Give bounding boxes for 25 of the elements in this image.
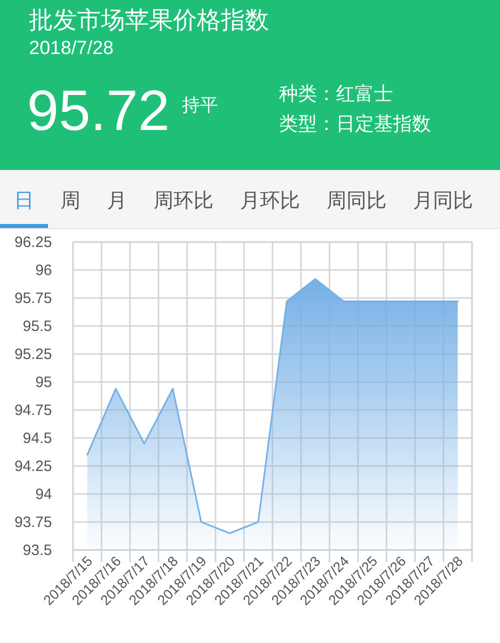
title: 批发市场苹果价格指数 — [29, 7, 269, 34]
tab-label: 月同比 — [413, 190, 473, 212]
ytick: 95.5 — [22, 318, 52, 335]
tab-label: 周 — [60, 190, 80, 212]
subtitle: 2018/7/28 — [29, 38, 114, 59]
ytick: 94.75 — [14, 402, 52, 419]
annotation: 类型：日定基指数 — [279, 114, 431, 135]
ytick: 94 — [35, 486, 52, 503]
annotation: 种类：红富士 — [279, 84, 393, 105]
tab-label: 周环比 — [154, 190, 214, 212]
ytick: 93.75 — [14, 514, 52, 531]
annotation: 持平 — [182, 95, 218, 115]
tab-label: 月 — [107, 190, 127, 212]
ytick: 96 — [35, 262, 52, 279]
ytick: 93.5 — [22, 542, 52, 559]
ytick: 94.5 — [22, 430, 52, 447]
ytick: 94.25 — [14, 458, 52, 475]
tab-label: 月环比 — [240, 190, 300, 212]
annotation: 95.72 — [27, 79, 170, 143]
ytick: 95.25 — [14, 346, 52, 363]
tab-label: 周同比 — [326, 190, 386, 212]
tab-label: 日 — [14, 190, 34, 212]
ytick: 96.25 — [14, 234, 52, 251]
ytick: 95 — [35, 374, 52, 391]
ytick: 95.75 — [14, 290, 52, 307]
